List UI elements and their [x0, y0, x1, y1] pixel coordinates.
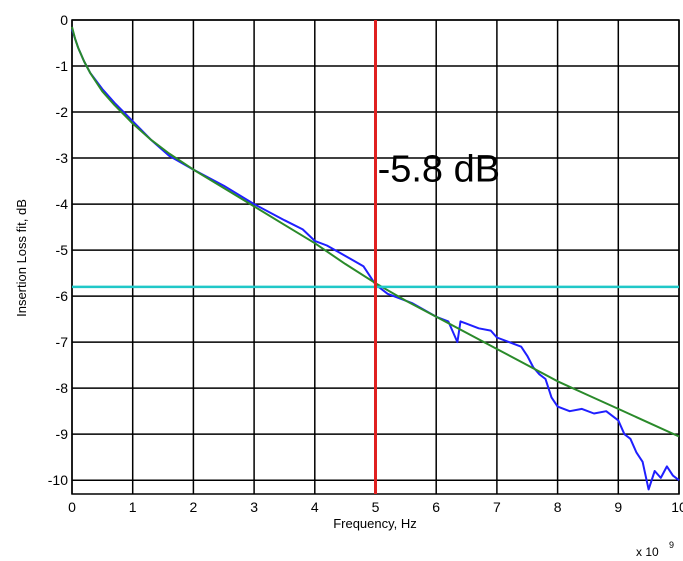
x-tick-label: 9 — [614, 499, 622, 515]
x-exponent-power: 9 — [669, 540, 674, 550]
y-tick-label: -5 — [56, 242, 69, 258]
x-tick-label: 6 — [432, 499, 440, 515]
y-axis-label: Insertion Loss fit, dB — [14, 199, 29, 317]
x-tick-labels: 0 1 2 3 4 5 6 7 8 9 10 — [68, 499, 683, 515]
y-tick-label: -6 — [56, 288, 69, 304]
x-tick-label: 2 — [190, 499, 198, 515]
y-tick-label: 0 — [60, 12, 68, 28]
measured-loss-line — [71, 28, 680, 491]
annotation-text: -5.8 dB — [378, 149, 501, 191]
x-tick-label: 8 — [554, 499, 562, 515]
x-tick-label: 1 — [129, 499, 137, 515]
x-exponent-label: x 10 — [636, 545, 659, 559]
x-tick-label: 5 — [372, 499, 380, 515]
y-tick-label: -7 — [56, 334, 69, 350]
y-tick-label: -9 — [56, 426, 69, 442]
x-tick-label: 3 — [250, 499, 258, 515]
x-tick-label: 7 — [493, 499, 501, 515]
y-tick-label: -4 — [56, 196, 69, 212]
x-tick-label: 4 — [311, 499, 319, 515]
y-tick-label: -8 — [56, 380, 69, 396]
y-tick-label: -3 — [56, 150, 69, 166]
fit-loss-line — [71, 26, 680, 438]
y-tick-label: -2 — [56, 104, 69, 120]
y-tick-label: -1 — [56, 58, 69, 74]
y-tick-labels: 0 -1 -2 -3 -4 -5 -6 -7 -8 -9 -10 — [48, 12, 68, 488]
y-tick-label: -10 — [48, 472, 68, 488]
x-axis-label: Frequency, Hz — [333, 516, 417, 531]
x-tick-label: 0 — [68, 499, 76, 515]
plot-area — [71, 20, 680, 494]
x-tick-label: 10 — [671, 499, 683, 515]
